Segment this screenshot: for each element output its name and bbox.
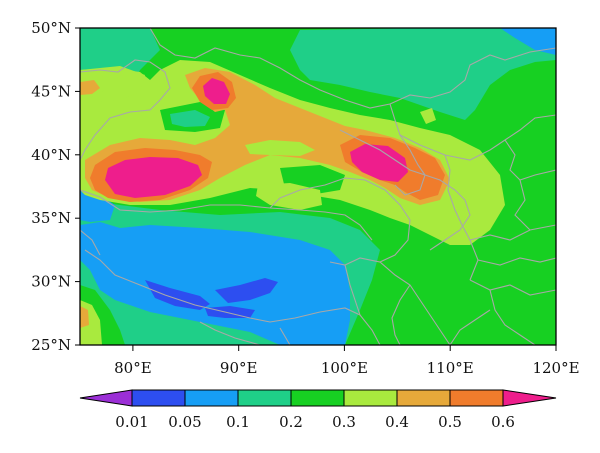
colorbar-seg-6	[396, 389, 451, 407]
colorbar-label-6: 0.5	[438, 413, 462, 431]
border-yunnan	[344, 264, 411, 345]
field-sky-northeast-corner	[500, 28, 556, 55]
lon-label-120: 120°E	[532, 359, 579, 377]
colorbar-seg-2	[184, 389, 239, 407]
field-teal-hole-1	[170, 110, 210, 127]
colorbar-labels: 0.01 0.05 0.1 0.2 0.3 0.4 0.5 0.6	[115, 413, 515, 431]
border-india-nepal	[80, 229, 291, 345]
field-gold-southwest	[80, 306, 89, 328]
colorbar-label-2: 0.1	[226, 413, 250, 431]
lon-label-100: 100°E	[321, 359, 368, 377]
plot-frame	[79, 27, 557, 346]
lon-label-90: 90°E	[220, 359, 258, 377]
lon-label-110: 110°E	[427, 359, 474, 377]
border-north-mongolia	[149, 28, 556, 109]
field-gold-west	[80, 80, 100, 95]
border-inner-mongolia	[389, 103, 556, 161]
field-lime-cut-1	[245, 140, 315, 156]
colorbar-label-7: 0.6	[491, 413, 515, 431]
colorbar-seg-7	[449, 389, 504, 407]
lat-label-35: 35°N	[31, 209, 71, 227]
border-xinjiang-south	[80, 189, 373, 241]
field-magenta-west	[105, 157, 202, 198]
border-east-provinces	[449, 224, 556, 345]
field-lime-blob-east	[420, 108, 436, 124]
colorbar-seg-3	[237, 389, 292, 407]
lon-labels: 80°E 90°E 100°E 110°E 120°E	[114, 359, 579, 377]
colorbar-label-3: 0.2	[279, 413, 303, 431]
colorbar-seg-1	[131, 389, 186, 407]
colorbar-label-4: 0.3	[332, 413, 356, 431]
field-sky-tibet	[80, 222, 350, 345]
border-gansu	[339, 129, 471, 251]
border-sichuan	[379, 261, 451, 345]
colorbar-label-5: 0.4	[385, 413, 409, 431]
border-kazakh	[80, 59, 171, 161]
colorbar-seg-4	[290, 389, 345, 407]
field-sky-west-strip	[80, 190, 115, 222]
lat-label-45: 45°N	[31, 82, 71, 100]
colorbar-label-1: 0.05	[168, 413, 201, 431]
boundary-lines	[80, 28, 556, 345]
field-teal-northeast	[290, 28, 556, 120]
lon-label-80: 80°E	[114, 359, 152, 377]
field-blue-south-1	[145, 280, 210, 310]
field-lime-blob-2	[256, 183, 322, 210]
colorbar-arrow-left	[79, 389, 133, 407]
colorbar-label-0: 0.01	[115, 413, 148, 431]
border-tibet-south	[84, 249, 381, 345]
lat-label-40: 40°N	[31, 146, 71, 164]
border-northeast	[504, 139, 556, 231]
field-blue-south-2	[215, 278, 278, 303]
lat-labels: 50°N 45°N 40°N 35°N 30°N 25°N	[31, 19, 71, 354]
axis-ticks	[75, 27, 557, 351]
border-qinghai	[269, 177, 411, 266]
colorbar-seg-5	[343, 389, 398, 407]
field-magenta-north	[203, 78, 230, 104]
field-magenta-east	[350, 144, 408, 182]
lat-label-25: 25°N	[31, 336, 71, 354]
lat-label-50: 50°N	[31, 19, 71, 37]
field-blue-south-3	[205, 306, 255, 318]
colorbar-arrow-right	[502, 389, 557, 407]
border-shaanxi	[444, 154, 479, 281]
lat-label-30: 30°N	[31, 273, 71, 291]
border-ningxia	[394, 134, 426, 196]
colorbar	[79, 389, 557, 407]
